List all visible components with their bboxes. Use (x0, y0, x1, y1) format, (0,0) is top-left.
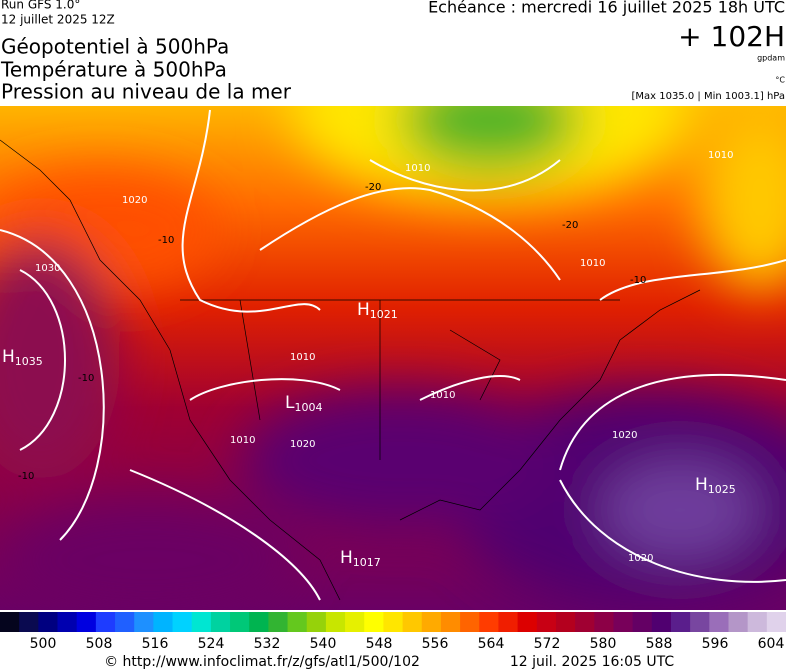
color-swatch (613, 612, 634, 632)
isobar-label: 1010 (405, 163, 430, 174)
color-swatch (632, 612, 653, 632)
scale-label: 532 (254, 636, 281, 652)
color-swatch (402, 612, 423, 632)
color-swatch (153, 612, 174, 632)
isobar-label: 1020 (612, 430, 637, 441)
color-swatch (517, 612, 538, 632)
temperature-label: -20 (562, 220, 578, 231)
color-swatch (594, 612, 614, 632)
color-swatch (95, 612, 116, 632)
color-swatch (57, 612, 78, 632)
isobar-label: 1010 (708, 150, 733, 161)
temperature-label: -10 (630, 275, 646, 286)
unit: °C (775, 76, 785, 85)
pressure-center: H1017 (340, 548, 381, 569)
color-swatch (670, 612, 691, 632)
color-swatch (383, 612, 404, 632)
pressure-center: H1035 (2, 347, 43, 368)
color-swatch (19, 612, 39, 632)
title: Température à 500hPa (0, 58, 227, 82)
scale-label: 516 (142, 636, 169, 652)
pressure-center: H1025 (695, 475, 736, 496)
color-swatch (134, 612, 154, 632)
unit: gpdam (757, 54, 785, 63)
scale-label: 580 (590, 636, 617, 652)
timestamp: 12 juil. 2025 16:05 UTC (510, 654, 675, 670)
source-url: © http://www.infoclimat.fr/z/gfs/atl1/50… (104, 654, 420, 670)
color-swatch (766, 612, 786, 632)
color-swatch (421, 612, 442, 632)
color-swatch (651, 612, 672, 632)
color-swatch (76, 612, 97, 632)
scale-label: 596 (702, 636, 729, 652)
color-swatch (690, 612, 710, 632)
scale-label: 556 (422, 636, 449, 652)
color-swatch (325, 612, 346, 632)
echeance: Echéance : mercredi 16 juillet 2025 18h … (428, 0, 785, 17)
color-swatch (440, 612, 461, 632)
color-swatch (287, 612, 308, 632)
color-swatch (306, 612, 327, 632)
isobar-label: 1010 (290, 352, 315, 363)
color-swatch (38, 612, 59, 632)
scale-label: 540 (310, 636, 337, 652)
isobar-label: 1010 (580, 258, 605, 269)
color-swatch (364, 612, 384, 632)
temperature-label: -20 (365, 182, 381, 193)
temperature-label: -10 (18, 471, 34, 482)
title: Pression au niveau de la mer (1, 80, 292, 104)
temperature-label: -10 (158, 235, 174, 246)
isobar-label: 1020 (290, 439, 315, 450)
pressure-center: H1021 (357, 300, 398, 321)
color-swatch (575, 612, 595, 632)
pressure-center: L1004 (285, 393, 322, 414)
isobar-label: 1010 (430, 390, 455, 401)
color-swatch (230, 612, 250, 632)
lead-time: + 102H (678, 20, 785, 53)
isobar-label: 1020 (628, 553, 653, 564)
scale-label: 572 (534, 636, 561, 652)
scale-label: 548 (366, 636, 393, 652)
color-swatch (172, 612, 193, 632)
scale-label: 588 (646, 636, 673, 652)
color-swatch (210, 612, 231, 632)
color-swatch (555, 612, 576, 632)
scale-label: 500 (30, 636, 57, 652)
scale-label: 564 (478, 636, 505, 652)
color-swatch (460, 612, 480, 632)
range: [Max 1035.0 | Min 1003.1] hPa (631, 91, 785, 102)
color-swatch (536, 612, 557, 632)
temperature-label: -10 (78, 373, 94, 384)
run: Run GFS 1.0° (1, 0, 80, 12)
color-swatch (728, 612, 749, 632)
color-swatch (747, 612, 768, 632)
color-swatch (191, 612, 212, 632)
color-swatch (268, 612, 289, 632)
scale-label: 524 (198, 636, 225, 652)
isobar-label: 1020 (122, 195, 147, 206)
map (0, 106, 786, 610)
color-swatch (345, 612, 365, 632)
run-date: 12 juillet 2025 12Z (1, 13, 115, 27)
color-swatch (249, 612, 269, 632)
isobar-label: 1030 (35, 263, 60, 274)
title: Géopotentiel à 500hPa (1, 35, 229, 59)
scale-label: 508 (86, 636, 113, 652)
color-swatch (709, 612, 729, 632)
color-swatch (0, 612, 20, 632)
color-swatch (479, 612, 499, 632)
isobar-label: 1010 (230, 435, 255, 446)
scale-label: 604 (758, 636, 785, 652)
color-swatch (498, 612, 519, 632)
color-swatch (115, 612, 135, 632)
